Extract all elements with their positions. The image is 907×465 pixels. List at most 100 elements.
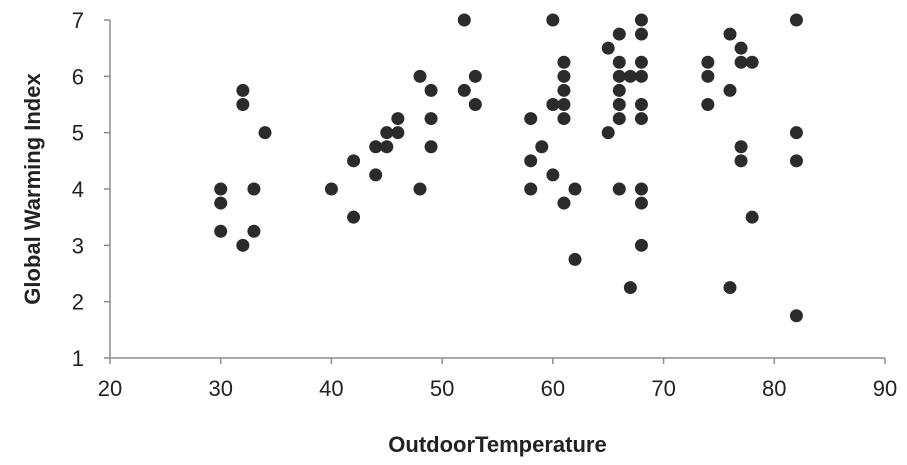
data-point	[701, 69, 715, 83]
data-point	[612, 182, 626, 196]
data-point	[634, 98, 648, 111]
x-tick-label: 60	[541, 376, 565, 401]
x-axis-ticks: 20 30 40 50 60 70 80 90	[98, 358, 897, 401]
data-point	[723, 281, 737, 295]
data-point	[734, 55, 748, 69]
data-point	[557, 196, 571, 210]
data-point	[634, 182, 648, 196]
data-point	[601, 126, 615, 140]
data-point	[468, 69, 482, 83]
data-point	[424, 140, 438, 154]
data-point	[258, 126, 272, 140]
y-tick-label: 6	[72, 64, 84, 89]
x-tick-label: 70	[651, 376, 675, 401]
x-tick-label: 20	[98, 376, 122, 401]
data-point	[601, 41, 615, 55]
data-point	[701, 55, 715, 69]
data-point	[734, 140, 748, 154]
data-point	[247, 224, 261, 238]
y-tick-label: 7	[72, 8, 84, 33]
data-point	[391, 126, 405, 140]
data-point	[524, 112, 538, 126]
data-point	[634, 27, 648, 41]
data-point	[789, 309, 803, 323]
x-tick-label: 80	[762, 376, 786, 401]
data-point	[634, 196, 648, 210]
data-point	[612, 98, 626, 111]
data-point	[557, 112, 571, 126]
data-point	[347, 154, 361, 168]
x-tick-label: 30	[208, 376, 232, 401]
data-point	[612, 27, 626, 41]
data-point	[612, 55, 626, 69]
data-point	[612, 112, 626, 126]
data-point	[623, 69, 637, 83]
data-point	[236, 83, 250, 97]
data-point	[424, 112, 438, 126]
data-point	[247, 182, 261, 196]
x-axis-title: OutdoorTemperature	[388, 432, 606, 457]
data-point	[734, 154, 748, 168]
y-axis-ticks: 1 2 3 4 5 6 7	[72, 8, 110, 371]
data-point	[369, 140, 383, 154]
y-tick-label: 3	[72, 233, 84, 258]
data-point	[623, 281, 637, 295]
data-point	[457, 83, 471, 97]
data-point	[457, 13, 471, 27]
data-point	[612, 83, 626, 97]
data-point	[568, 182, 582, 196]
data-point	[347, 210, 361, 224]
data-point	[634, 55, 648, 69]
data-point	[380, 126, 394, 140]
y-tick-label: 5	[72, 121, 84, 146]
data-point	[214, 224, 228, 238]
data-point	[236, 238, 250, 252]
data-point	[413, 182, 427, 196]
data-point	[701, 98, 715, 111]
data-point	[546, 13, 560, 27]
data-point	[424, 83, 438, 97]
data-point	[546, 168, 560, 182]
data-point	[468, 98, 482, 111]
data-point	[634, 238, 648, 252]
data-point	[789, 126, 803, 140]
x-tick-label: 90	[873, 376, 897, 401]
data-point	[634, 13, 648, 27]
data-points	[214, 13, 803, 323]
data-point	[557, 83, 571, 97]
y-tick-label: 1	[72, 346, 84, 371]
data-point	[524, 154, 538, 168]
data-point	[214, 196, 228, 210]
data-point	[634, 69, 648, 83]
data-point	[723, 27, 737, 41]
data-point	[236, 98, 250, 111]
data-point	[612, 69, 626, 83]
data-point	[380, 140, 394, 154]
data-point	[524, 182, 538, 196]
data-point	[734, 41, 748, 55]
data-point	[745, 210, 759, 224]
data-point	[557, 98, 571, 111]
y-tick-label: 4	[72, 177, 84, 202]
data-point	[391, 112, 405, 126]
data-point	[568, 252, 582, 266]
x-tick-label: 40	[319, 376, 343, 401]
data-point	[745, 55, 759, 69]
data-point	[214, 182, 228, 196]
data-point	[634, 112, 648, 126]
data-point	[723, 83, 737, 97]
x-tick-label: 50	[430, 376, 454, 401]
data-point	[535, 140, 549, 154]
data-point	[557, 69, 571, 83]
y-tick-label: 2	[72, 290, 84, 315]
data-point	[789, 154, 803, 168]
data-point	[369, 168, 383, 182]
y-axis-title: Global Warming Index	[20, 73, 45, 305]
data-point	[546, 98, 560, 111]
data-point	[413, 69, 427, 83]
data-point	[324, 182, 338, 196]
data-point	[789, 13, 803, 27]
data-point	[557, 55, 571, 69]
